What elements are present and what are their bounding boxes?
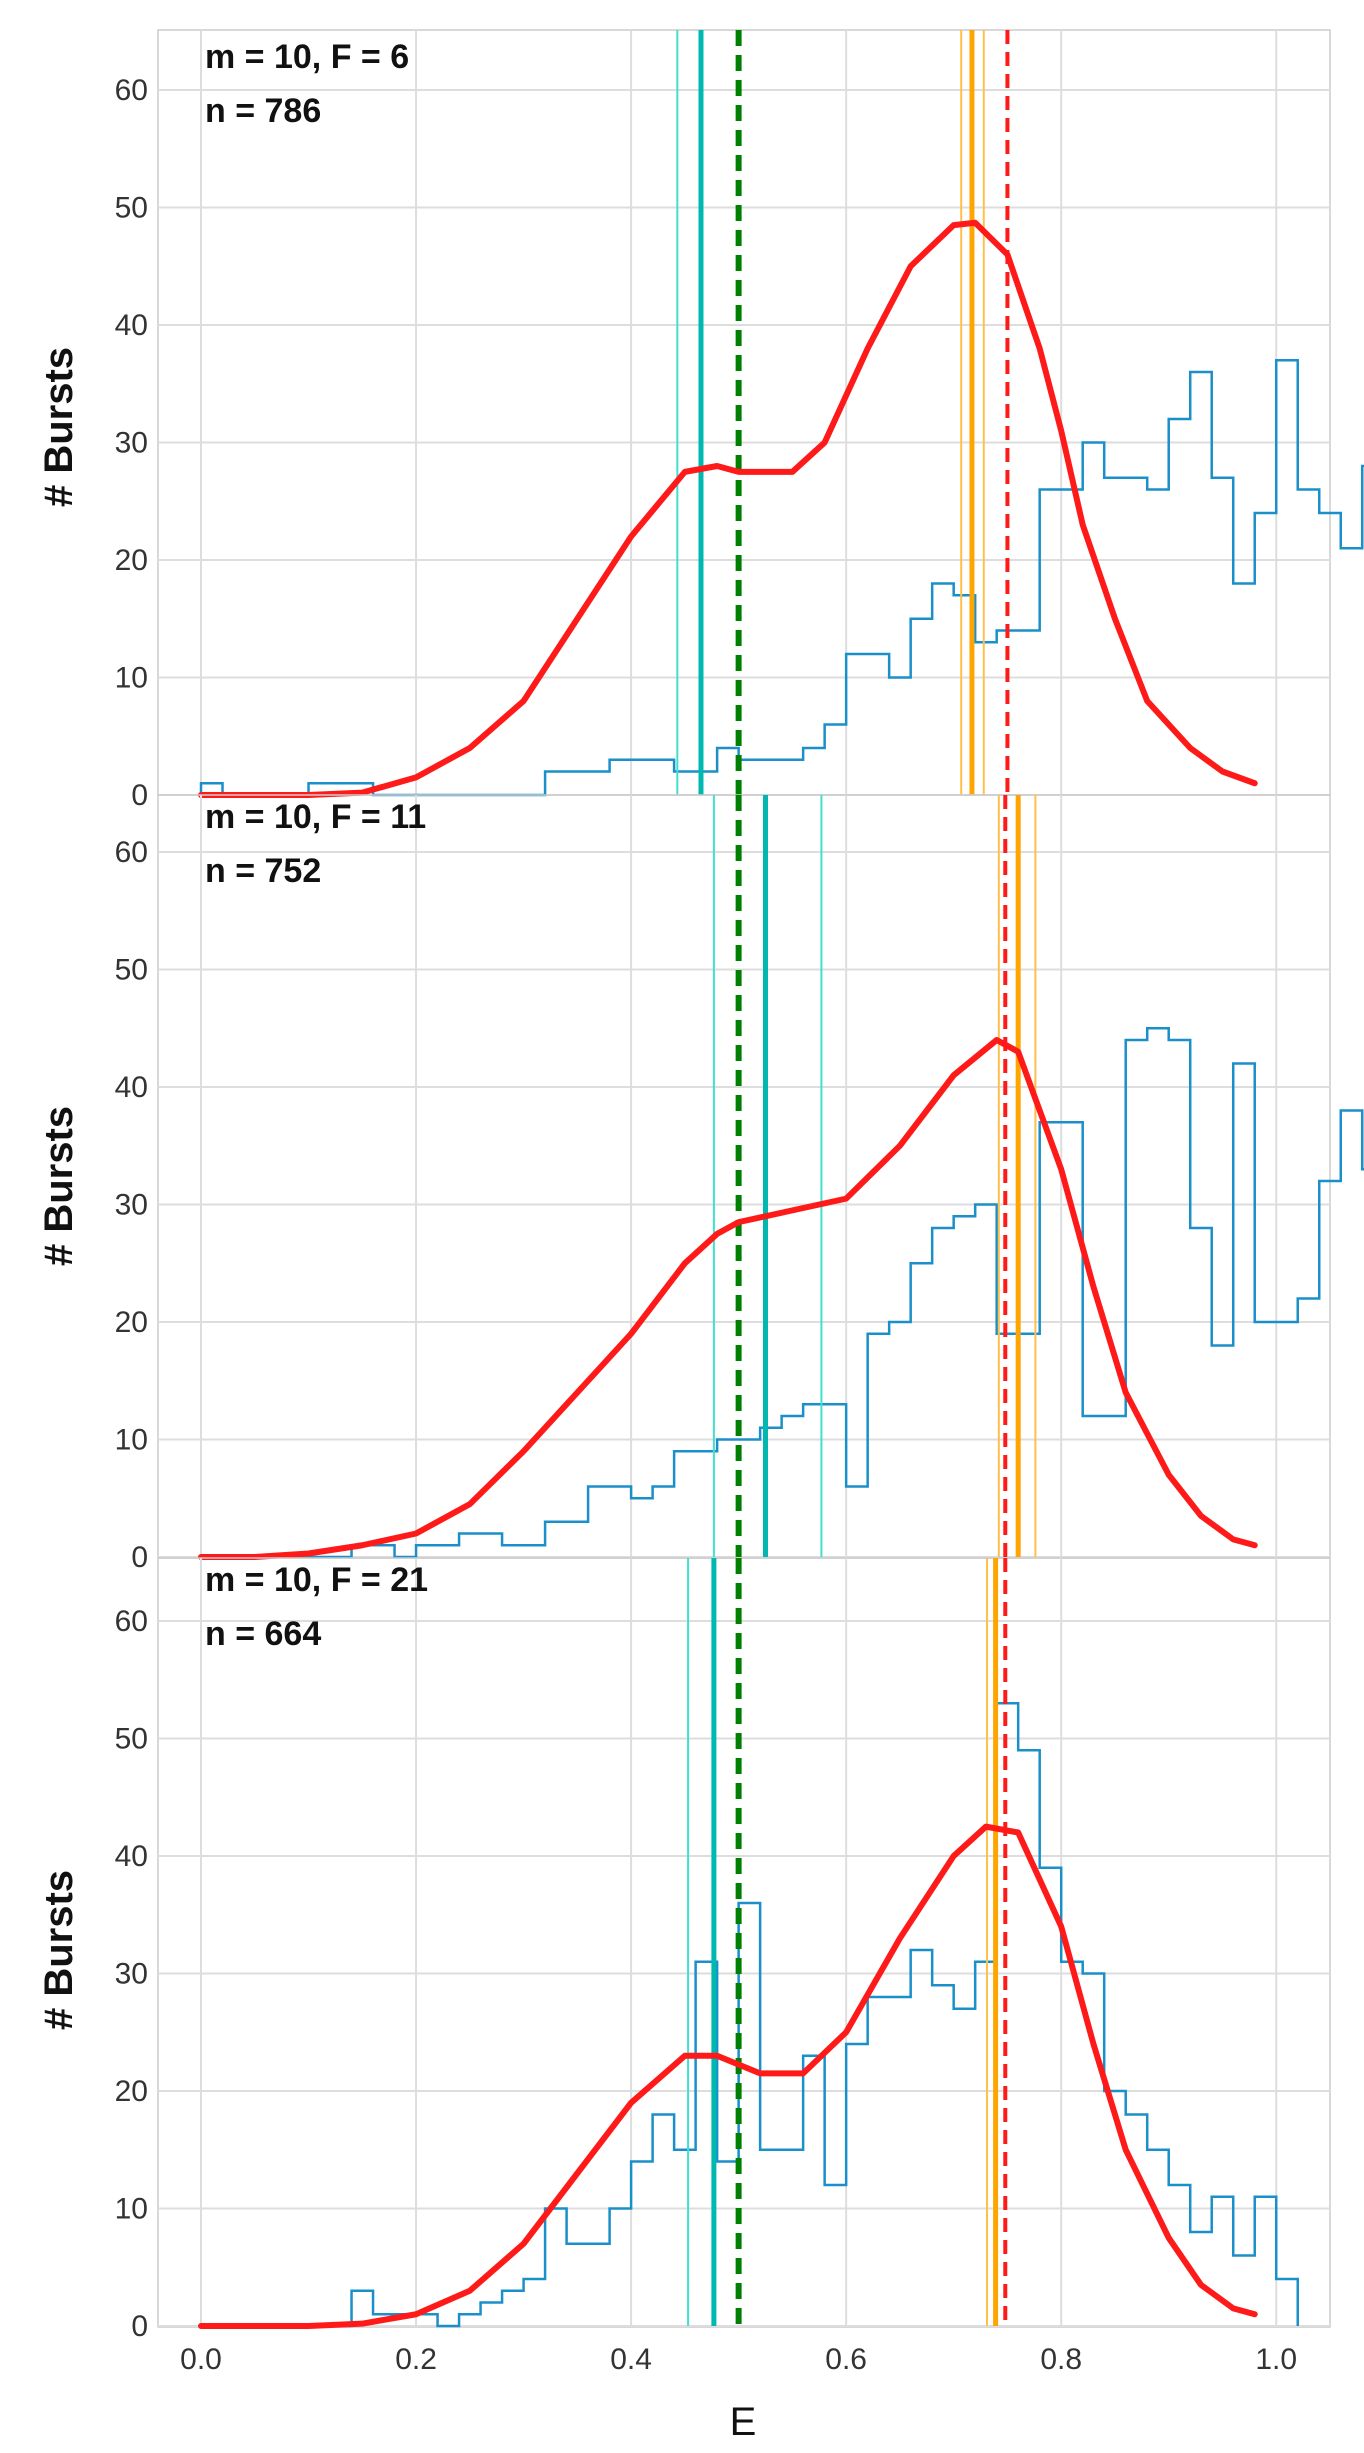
x-tick-label: 0.4 bbox=[610, 2343, 652, 2376]
y-tick-label: 10 bbox=[115, 1424, 148, 1457]
panel-bottom: 0 10 20 30 40 50 60 0.0 0.2 0.4 0.6 0.8 1.0 m = 10, … bbox=[37, 1557, 1331, 2444]
y-tick-label: 30 bbox=[115, 1958, 148, 1991]
y-tick-label: 60 bbox=[115, 836, 148, 869]
y-tick-label: 50 bbox=[115, 954, 148, 987]
y-axis-label: # Bursts bbox=[37, 1106, 81, 1266]
y-tick-label: 20 bbox=[115, 2075, 148, 2108]
panel-label-line1: m = 10, F = 11 bbox=[205, 798, 426, 836]
y-tick-label: 40 bbox=[115, 1840, 148, 1873]
y-tick-label: 30 bbox=[115, 1189, 148, 1222]
y-tick-label: 10 bbox=[115, 2193, 148, 2226]
y-tick-label: 20 bbox=[115, 544, 148, 577]
kde-fit-curve bbox=[198, 219, 1258, 798]
x-tick-label: 1.0 bbox=[1255, 2343, 1297, 2376]
panel-label-line2: n = 786 bbox=[205, 92, 321, 130]
x-tick-label: 0.2 bbox=[395, 2343, 437, 2376]
y-tick-label: 0 bbox=[131, 1541, 148, 1574]
y-tick-label: 10 bbox=[115, 662, 148, 695]
x-tick-label: 0.6 bbox=[825, 2343, 867, 2376]
y-axis-label: # Bursts bbox=[37, 347, 81, 507]
y-tick-label: 50 bbox=[115, 1723, 148, 1756]
x-tick-label: 0.0 bbox=[180, 2343, 222, 2376]
y-tick-label: 40 bbox=[115, 309, 148, 342]
y-tick-label: 50 bbox=[115, 192, 148, 225]
plot-area: 0 10 20 30 40 50 60 0.0 0.2 0.4 0.6 0.8 1.0 bbox=[115, 1557, 1331, 2376]
plot-area: 0 10 20 30 40 50 60 bbox=[115, 29, 1364, 812]
y-axis-label: # Bursts bbox=[37, 1870, 81, 2030]
kde-fit-curve bbox=[198, 1823, 1258, 2329]
x-axis-label: E bbox=[730, 2400, 757, 2444]
histogram-steps bbox=[201, 1027, 1364, 1559]
y-tick-label: 0 bbox=[131, 2310, 148, 2343]
y-tick-label: 0 bbox=[131, 779, 148, 812]
y-tick-label: 60 bbox=[115, 74, 148, 107]
panel-label-line1: m = 10, F = 6 bbox=[205, 38, 409, 76]
panel-label-line2: n = 664 bbox=[205, 1615, 321, 1653]
panel-label-line2: n = 752 bbox=[205, 852, 321, 890]
panel-top: 0 10 20 30 40 50 60 m = 10, F = 6 n = 786 # Bu… bbox=[37, 29, 1364, 812]
y-tick-label: 30 bbox=[115, 427, 148, 460]
panel-middle: 0 10 20 30 40 50 60 m = 10, F = 11 n = 752 # B… bbox=[37, 794, 1364, 1574]
histogram-steps bbox=[199, 359, 1364, 797]
y-tick-label: 20 bbox=[115, 1306, 148, 1339]
y-tick-label: 40 bbox=[115, 1071, 148, 1104]
axes-frame bbox=[157, 29, 1331, 796]
y-tick-label: 60 bbox=[115, 1605, 148, 1638]
panel-label-line1: m = 10, F = 21 bbox=[205, 1561, 428, 1599]
plot-area: 0 10 20 30 40 50 60 bbox=[115, 794, 1364, 1574]
histogram-steps bbox=[201, 1702, 1299, 2328]
kde-fit-curve bbox=[198, 1037, 1258, 1560]
x-tick-label: 0.8 bbox=[1040, 2343, 1082, 2376]
